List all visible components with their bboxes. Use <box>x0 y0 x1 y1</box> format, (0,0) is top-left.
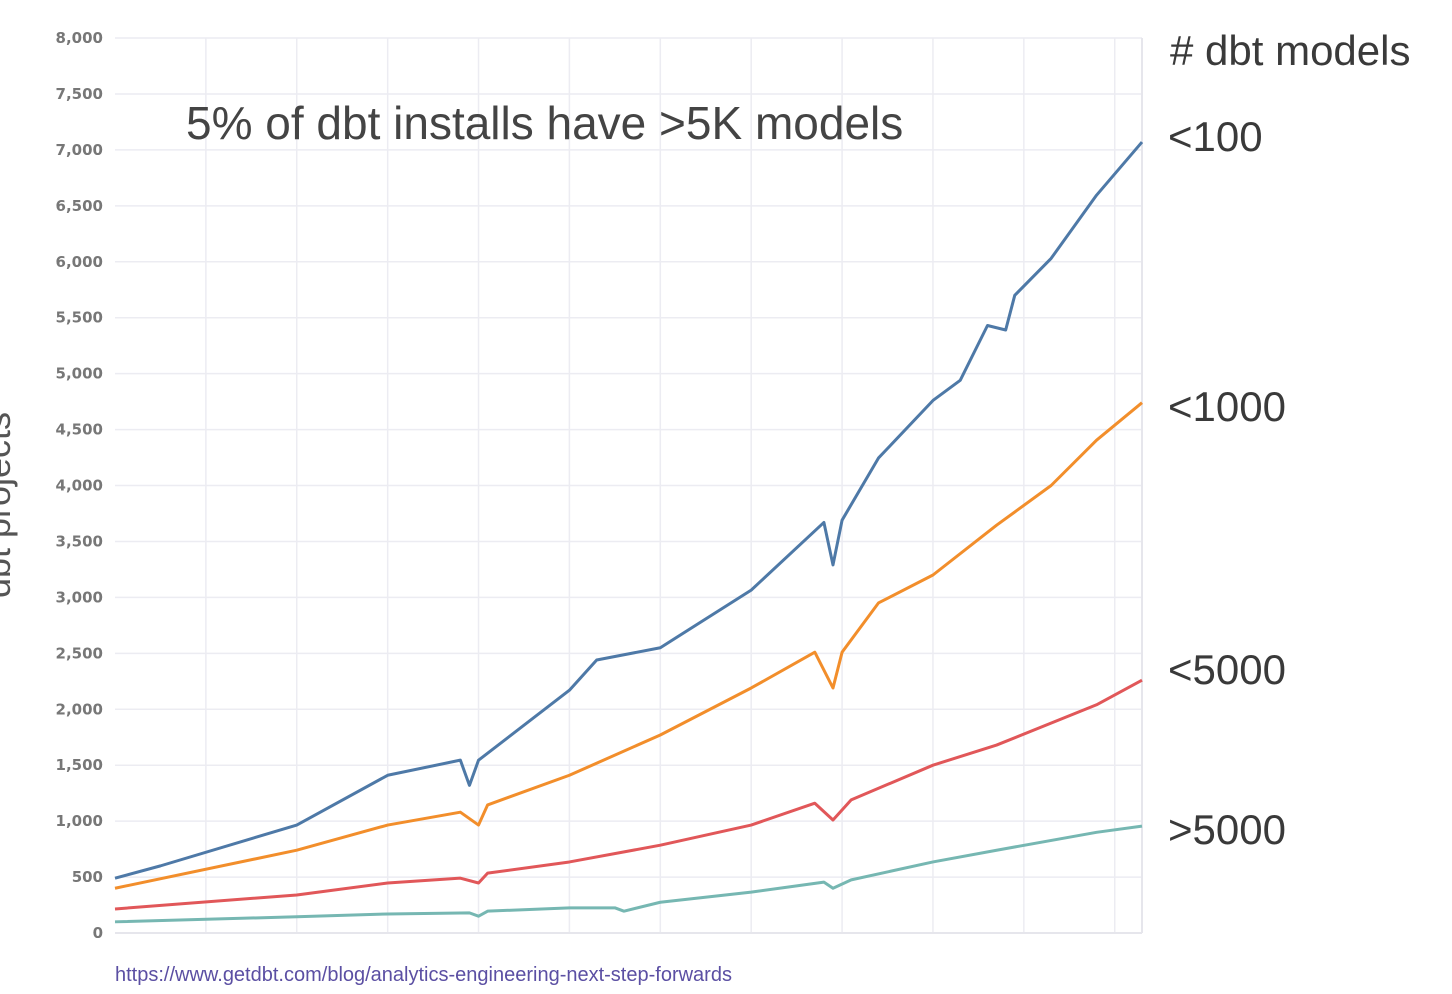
series-line-1 <box>114 401 1143 890</box>
y-tick-label: 8,000 <box>56 29 103 47</box>
y-tick-label: 7,000 <box>56 141 103 159</box>
legend-title: # dbt models <box>1170 27 1410 74</box>
y-tick-label: 6,500 <box>56 197 103 215</box>
y-tick-label: 5,000 <box>56 365 103 383</box>
source-link[interactable]: https://www.getdbt.com/blog/analytics-en… <box>115 964 732 986</box>
series-label: <100 <box>1168 113 1263 160</box>
y-tick-label: 5,500 <box>56 309 103 327</box>
y-tick-label: 3,500 <box>56 532 103 550</box>
y-tick-label: 7,500 <box>56 85 103 103</box>
series-lines <box>114 141 1144 924</box>
y-tick-label: 6,000 <box>56 253 103 271</box>
series-line-2 <box>114 678 1143 911</box>
series-line-0 <box>114 141 1144 880</box>
y-tick-label: 4,500 <box>56 421 103 439</box>
series-label: <5000 <box>1168 646 1286 693</box>
y-axis-label: dbt projects <box>0 412 18 598</box>
series-label: <1000 <box>1168 383 1286 430</box>
y-tick-label: 3,000 <box>56 588 103 606</box>
y-tick-label: 2,000 <box>56 700 103 718</box>
series-line-3 <box>114 824 1143 924</box>
y-tick-label: 500 <box>72 868 103 886</box>
y-tick-label: 1,000 <box>56 812 103 830</box>
series-label: >5000 <box>1168 806 1286 853</box>
y-tick-label: 2,500 <box>56 644 103 662</box>
y-tick-label: 1,500 <box>56 756 103 774</box>
y-tick-label: 4,000 <box>56 477 103 495</box>
y-axis-ticks: 0 500 1,000 1,500 2,000 2,500 3,000 3,500 4,000 4… <box>56 29 103 942</box>
grid <box>115 37 1143 934</box>
series-labels: <100 <1000 <5000 >5000 <box>1168 113 1286 853</box>
chart-annotation: 5% of dbt installs have >5K models <box>186 97 903 149</box>
y-tick-label: 0 <box>93 924 103 942</box>
